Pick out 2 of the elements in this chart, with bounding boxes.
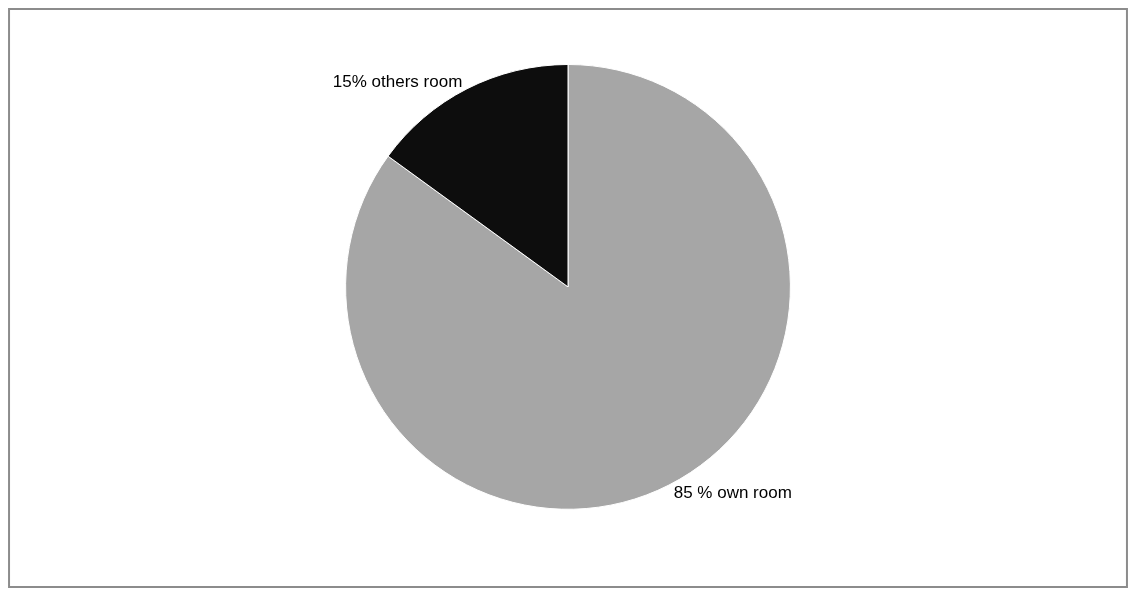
data-label: 15% others room bbox=[332, 71, 463, 91]
data-label: 85 % own room bbox=[673, 483, 792, 503]
